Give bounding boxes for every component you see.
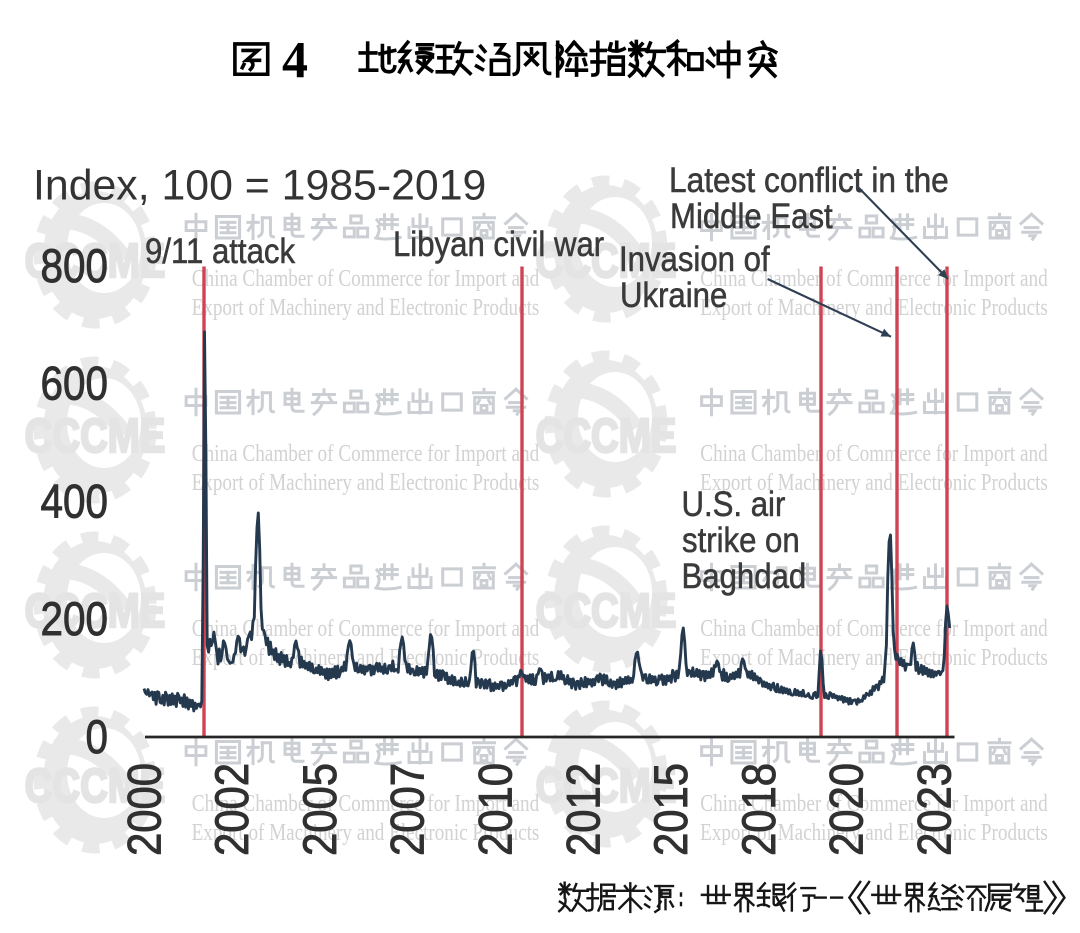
svg-text:Export of Machinery and Electr: Export of Machinery and Electronic Produ… — [700, 294, 1048, 321]
svg-text:China Chamber of Commerce for: China Chamber of Commerce for Import and — [700, 615, 1048, 642]
svg-text:2007: 2007 — [382, 763, 434, 856]
svg-text:400: 400 — [41, 476, 108, 529]
svg-text:China Chamber of Commerce for: China Chamber of Commerce for Import and — [700, 790, 1048, 817]
svg-text:2000: 2000 — [119, 763, 171, 856]
svg-text:China Chamber of Commerce for: China Chamber of Commerce for Import and — [700, 265, 1048, 292]
svg-text:2005: 2005 — [295, 763, 347, 856]
svg-text:2012: 2012 — [558, 763, 610, 856]
svg-text:CCCME: CCCME — [25, 585, 166, 638]
svg-text:Export of Machinery and Electr: Export of Machinery and Electronic Produ… — [192, 819, 540, 846]
svg-text:Export of Machinery and Electr: Export of Machinery and Electronic Produ… — [700, 469, 1048, 496]
svg-text:9/11 attack: 9/11 attack — [145, 232, 295, 271]
svg-text:2002: 2002 — [207, 763, 259, 856]
svg-text:China Chamber of Commerce for: China Chamber of Commerce for Import and — [192, 615, 540, 642]
svg-text:Export of Machinery and Electr: Export of Machinery and Electronic Produ… — [700, 819, 1048, 846]
svg-text:China Chamber of Commerce for: China Chamber of Commerce for Import and — [192, 265, 540, 292]
svg-text:Export of Machinery and Electr: Export of Machinery and Electronic Produ… — [192, 294, 540, 321]
svg-text:CCCME: CCCME — [25, 410, 166, 463]
svg-text:Export of Machinery and Electr: Export of Machinery and Electronic Produ… — [192, 469, 540, 496]
svg-text:China Chamber of Commerce for: China Chamber of Commerce for Import and — [192, 440, 540, 467]
svg-text:0: 0 — [86, 711, 108, 764]
svg-text:2018: 2018 — [734, 763, 786, 856]
svg-text:200: 200 — [41, 593, 108, 646]
svg-text:2020: 2020 — [821, 763, 873, 856]
svg-text:CCCME: CCCME — [536, 410, 677, 463]
svg-text:CCCME: CCCME — [536, 235, 677, 288]
svg-text:Invasion of: Invasion of — [619, 240, 770, 279]
svg-text:800: 800 — [41, 240, 108, 293]
svg-text:strike on: strike on — [682, 521, 800, 560]
svg-text:Export of Machinery and Electr: Export of Machinery and Electronic Produ… — [700, 644, 1048, 671]
svg-text:U.S. air: U.S. air — [682, 485, 786, 524]
svg-text:600: 600 — [41, 358, 108, 411]
svg-text:CCCME: CCCME — [25, 235, 166, 288]
svg-text:CCCME: CCCME — [25, 760, 166, 813]
svg-text:Index, 100 = 1985-2019: Index, 100 = 1985-2019 — [33, 162, 486, 210]
svg-text:Libyan civil war: Libyan civil war — [393, 225, 604, 264]
svg-text:China Chamber of Commerce for: China Chamber of Commerce for Import and — [700, 440, 1048, 467]
svg-text:China Chamber of Commerce for: China Chamber of Commerce for Import and — [192, 790, 540, 817]
svg-text:Ukraine: Ukraine — [620, 276, 727, 315]
svg-text:2023: 2023 — [909, 763, 961, 856]
svg-text:CCCME: CCCME — [536, 585, 677, 638]
svg-text:Middle East: Middle East — [670, 197, 833, 236]
svg-text:Latest conflict in the: Latest conflict in the — [669, 162, 949, 201]
svg-text:CCCME: CCCME — [536, 760, 677, 813]
svg-text:2010: 2010 — [470, 763, 522, 856]
svg-text:4: 4 — [282, 32, 308, 89]
svg-text:2015: 2015 — [646, 763, 698, 856]
svg-text:Baghdad: Baghdad — [682, 557, 807, 596]
